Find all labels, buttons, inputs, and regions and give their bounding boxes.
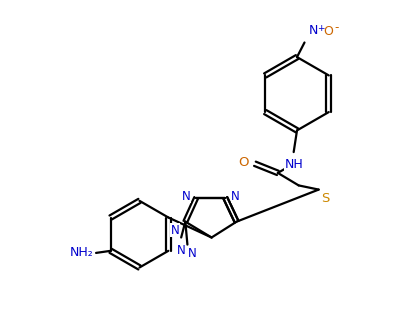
Text: N: N bbox=[231, 190, 240, 203]
Text: N: N bbox=[171, 224, 179, 237]
Text: NH₂: NH₂ bbox=[70, 246, 94, 259]
Text: O: O bbox=[323, 25, 334, 38]
Text: -: - bbox=[334, 21, 339, 34]
Text: +: + bbox=[317, 24, 324, 33]
Text: N: N bbox=[188, 247, 197, 260]
Text: O: O bbox=[238, 156, 248, 169]
Text: S: S bbox=[321, 192, 329, 205]
Text: NH: NH bbox=[285, 158, 303, 171]
Text: N: N bbox=[177, 244, 186, 257]
Text: N: N bbox=[181, 190, 190, 203]
Text: N: N bbox=[309, 24, 318, 37]
